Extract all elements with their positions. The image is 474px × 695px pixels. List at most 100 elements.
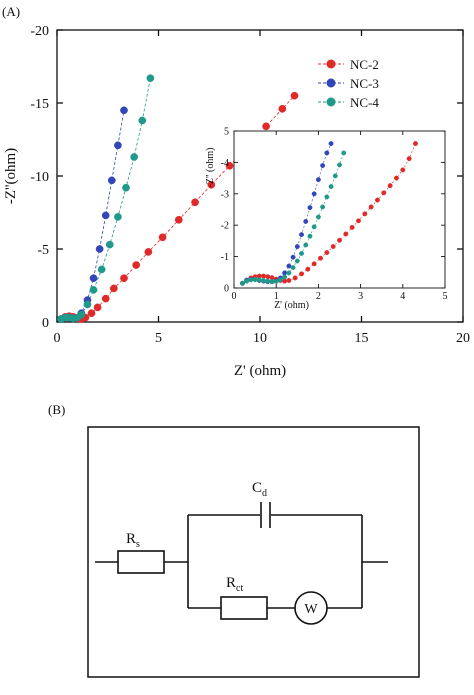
inset-data-point-nc-4 [337,162,342,168]
data-point-nc-4 [130,153,138,161]
legend-marker-nc-2 [326,59,336,69]
data-point-nc-4 [138,116,147,125]
inset-data-point-nc-4 [328,184,334,190]
inset-x-tick-label: 2 [316,291,321,302]
inset-data-point-nc-3 [328,141,334,147]
inset-data-point-nc-3 [315,177,321,183]
inset-data-point-nc-3 [320,163,326,168]
inset-data-point-nc-4 [265,278,271,284]
inset-data-point-nc-2 [387,183,393,189]
inset-y-axis-label: -Z'' (ohm) [205,148,216,188]
inset-data-point-nc-3 [286,263,292,269]
resistor-rs [117,550,165,574]
inset-data-point-nc-4 [269,279,275,285]
data-point-nc-2 [174,215,183,224]
x-axis-label: Z' (ohm) [234,363,286,379]
inset-data-point-nc-4 [277,277,283,283]
inset-data-point-nc-3 [294,244,300,250]
data-point-nc-3 [107,176,116,185]
inset-x-tick-label: 1 [274,291,279,302]
inset-x-tick-label: 4 [400,291,405,302]
data-point-nc-2 [262,122,270,131]
inset-plot: 0 1 2 3 4 5 0 -1 -2 -3 -4 5 Z' (ohm) -Z'' (ohm) [205,127,448,312]
inset-data-point-nc-2 [286,278,292,283]
data-point-nc-2 [109,284,118,293]
inset-data-point-nc-3 [299,232,304,238]
data-point-nc-4 [122,183,130,192]
y-tick-label: -5 [37,243,49,258]
data-point-nc-3 [114,141,122,150]
x-tick-label: 0 [54,331,61,346]
data-point-nc-2 [101,294,110,303]
data-point-nc-4 [105,240,114,249]
inset-data-point-nc-2 [265,274,271,280]
inset-data-point-nc-4 [244,278,250,284]
inset-data-point-nc-4 [239,280,245,286]
inset-data-point-nc-2 [324,250,330,255]
resistor-rct [220,596,268,620]
data-point-nc-3 [89,274,98,283]
inset-data-point-nc-2 [349,224,355,230]
data-point-nc-2 [207,180,216,189]
legend-label-nc-3: NC-3 [350,76,379,91]
inset-data-point-nc-2 [330,244,336,250]
data-point-nc-2 [87,309,96,318]
legend-marker-nc-3 [326,78,336,88]
data-point-nc-3 [101,211,110,220]
y-axis-label: -Z''(ohm) [3,148,19,204]
data-point-nc-2 [191,198,199,207]
data-point-nc-2 [290,91,299,100]
label-rct: Rct [226,575,243,594]
inset-y-tick-label: -4 [221,158,229,169]
inset-y-tick-label: 5 [224,127,229,138]
inset-data-point-nc-4 [286,270,292,276]
circuit-frame [87,426,420,678]
x-tick-label: 20 [456,331,470,346]
data-point-nc-2 [158,233,167,242]
inset-data-point-nc-2 [368,204,374,210]
inset-data-point-nc-4 [332,173,338,179]
legend: NC-2 NC-3 NC-4 [318,57,379,110]
inset-data-point-nc-2 [400,167,406,173]
inset-data-point-nc-2 [362,211,368,217]
y-tick-label: -20 [30,24,49,39]
label-cd: Cd [252,480,267,499]
data-point-nc-4 [77,310,86,319]
inset-data-point-nc-2 [292,275,298,281]
inset-data-point-nc-2 [375,197,380,203]
inset-x-tick-label: 3 [358,291,363,302]
inset-y-tick-label: -2 [221,221,229,232]
inset-data-point-nc-3 [324,150,330,156]
inset-data-point-nc-4 [273,278,279,284]
y-tick-label: -10 [30,170,49,185]
inset-data-point-nc-4 [290,265,296,271]
inset-data-point-nc-4 [307,233,313,239]
inset-x-tick-label: 0 [232,291,237,302]
y-tick-label: -15 [30,97,49,112]
panel-a-label: (A) [2,4,20,19]
inset-data-point-nc-4 [248,277,254,283]
inset-x-tick-label: 5 [443,291,448,302]
inset-data-point-nc-4 [282,274,288,280]
inset-data-point-nc-3 [307,205,313,211]
inset-data-point-nc-2 [282,278,288,284]
inset-data-point-nc-2 [269,275,275,281]
label-w: W [304,602,318,617]
inset-y-tick-label: -1 [221,252,229,263]
data-point-nc-2 [93,303,102,312]
inset-y-tick-label: 0 [224,284,229,295]
x-tick-label: 5 [155,331,162,346]
inset-data-point-nc-4 [303,242,309,248]
data-point-nc-4 [97,265,106,274]
inset-data-point-nc-4 [256,277,262,283]
series-line-nc-4 [60,78,151,320]
data-point-nc-3 [120,106,128,115]
inset-data-point-nc-4 [341,150,347,156]
data-point-nc-4 [114,213,122,221]
data-point-nc-3 [95,245,104,253]
inset-data-point-nc-4 [294,258,300,264]
legend-label-nc-4: NC-4 [350,95,379,110]
inset-data-point-nc-4 [261,278,266,283]
x-tick-label: 10 [253,331,267,346]
inset-data-point-nc-4 [299,251,304,256]
